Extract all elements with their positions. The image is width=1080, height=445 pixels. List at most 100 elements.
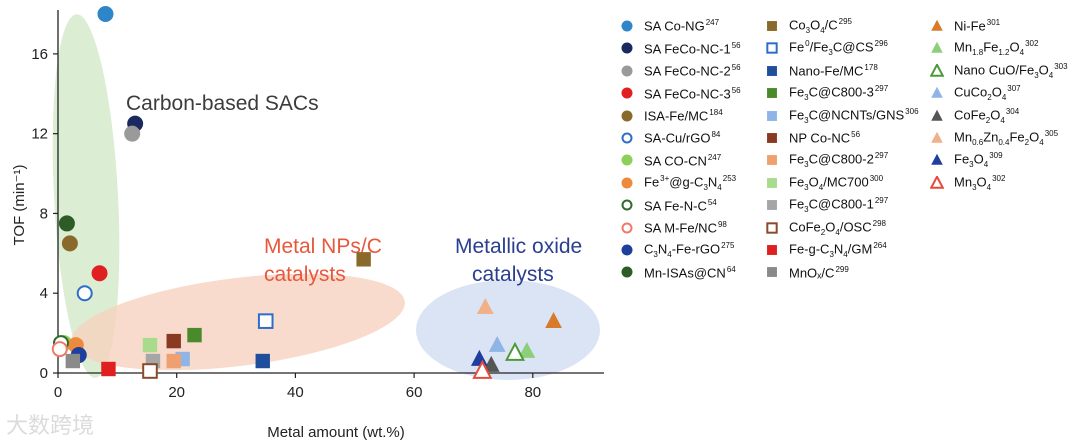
- legend-item: CuCo2O4307: [930, 82, 1021, 104]
- legend-marker-shape: [767, 177, 777, 188]
- legend-item: CoFe2O4/OSC298: [765, 217, 886, 239]
- legend-marker-shape: [621, 132, 633, 144]
- legend-marker-shape: [767, 21, 777, 31]
- data-point: [472, 359, 493, 379]
- legend-marker: [621, 87, 633, 99]
- legend-marker: [621, 222, 633, 234]
- legend-item: Mn0.6Zn0.4Fe2O4305: [930, 127, 1058, 149]
- legend-label: Fe3C@C800-3297: [789, 84, 889, 103]
- legend-item: C3N4-Fe-rGO275: [620, 239, 734, 261]
- group-label-metal-nps-2: catalysts: [264, 263, 346, 286]
- legend-marker: [766, 42, 778, 55]
- data-point: [257, 313, 274, 329]
- legend-item: Mn-ISAs@CN64: [620, 261, 736, 283]
- group-label-carbon: Carbon-based SACs: [126, 92, 319, 115]
- legend-label: MnOₓ/C299: [789, 264, 849, 281]
- legend-label: SA FeCo-NC-256: [644, 63, 741, 79]
- legend-marker-shape: [767, 65, 777, 76]
- legend-label: Fe3O4/MC700300: [789, 173, 884, 192]
- legend-marker: [767, 110, 777, 121]
- legend-label: SA Co-NG247: [644, 18, 720, 34]
- legend-marker-shape: [930, 175, 944, 189]
- legend-marker: [767, 133, 777, 143]
- data-point: [51, 341, 68, 358]
- legend-label: CoFe2O4/OSC298: [789, 218, 886, 237]
- y-tick-label: 0: [40, 365, 48, 382]
- watermark: 大数跨境: [6, 414, 95, 439]
- legend-item: CoFe2O4304: [930, 105, 1019, 127]
- legend-marker: [931, 154, 943, 166]
- data-point: [187, 327, 202, 343]
- legend-item: Fe3C@C800-3297: [765, 82, 888, 104]
- group-label-metal-nps-1: Metal NPs/C: [264, 235, 382, 258]
- legend-marker: [767, 177, 777, 188]
- legend-marker-shape: [930, 63, 944, 77]
- legend-item: Fe0/Fe3C@CS296: [765, 37, 888, 59]
- group-ellipse-carbon: [52, 14, 120, 378]
- legend-marker: [767, 88, 777, 99]
- legend-marker-shape: [767, 200, 777, 211]
- data-point: [142, 363, 158, 379]
- y-tick-label: 4: [40, 285, 48, 302]
- y-tick-label: 16: [31, 46, 48, 63]
- legend-marker-shape: [621, 266, 633, 278]
- data-point: [142, 337, 158, 353]
- legend-item: SA M-Fe/NC98: [620, 217, 727, 239]
- legend-label: SA CO-CN247: [644, 152, 722, 169]
- group-label-oxide-1: Metallic oxide: [455, 235, 582, 258]
- legend-label: Ni-Fe301: [954, 18, 1001, 34]
- legend-label: Fe3C@NCNTs/GNS306: [789, 106, 919, 125]
- x-tick-label: 40: [287, 384, 304, 401]
- legend-label: NP Co-NC56: [789, 130, 861, 146]
- data-point: [470, 349, 488, 366]
- legend-marker-shape: [621, 222, 633, 234]
- legend-marker-shape: [767, 88, 777, 99]
- legend-label: Nano-Fe/MC178: [789, 63, 878, 79]
- legend-marker: [767, 155, 777, 166]
- legend-marker: [621, 199, 633, 211]
- group-ellipse-oxide: [416, 280, 600, 380]
- legend-item: SA FeCo-NC-256: [620, 60, 741, 82]
- legend-marker: [767, 200, 777, 211]
- data-point: [545, 312, 562, 328]
- legend-item: Fe3C@NCNTs/GNS306: [765, 105, 919, 127]
- x-tick-label: 60: [406, 384, 423, 401]
- legend-marker: [621, 20, 633, 32]
- data-point: [58, 215, 75, 232]
- legend-label: Fe0/Fe3C@CS296: [789, 39, 888, 58]
- legend-item: SA-Cu/rGO84: [620, 127, 720, 149]
- legend-marker-shape: [931, 42, 943, 54]
- data-point: [101, 361, 116, 377]
- x-tick-label: 80: [524, 384, 541, 401]
- legend-label: SA-Cu/rGO84: [644, 130, 721, 146]
- legend-label: Nano CuO/Fe3O4303: [954, 61, 1068, 80]
- legend-marker: [621, 244, 633, 256]
- legend-label: Mn1.8Fe1.2O4302: [954, 39, 1039, 58]
- legend-marker: [766, 221, 778, 234]
- legend-marker-shape: [767, 133, 777, 143]
- legend-item: Nano-Fe/MC178: [765, 60, 878, 82]
- legend-marker: [931, 19, 943, 31]
- legend-label: SA FeCo-NC-156: [644, 40, 741, 57]
- legend-label: Fe3O4309: [954, 151, 1003, 170]
- legend-marker: [931, 109, 943, 121]
- legend-label: CuCo2O4307: [954, 84, 1021, 103]
- y-tick-label: 12: [31, 126, 48, 143]
- legend-item: MnOₓ/C299: [765, 261, 849, 283]
- legend-label: Mn3O4302: [954, 173, 1006, 192]
- legend-label: Fe-g-C3N4/GM264: [789, 241, 887, 259]
- legend-marker: [931, 42, 943, 54]
- legend-marker-shape: [931, 86, 943, 98]
- data-point: [124, 125, 141, 142]
- legend-marker-shape: [621, 87, 633, 99]
- legend-marker: [931, 131, 943, 143]
- legend-marker-shape: [767, 155, 777, 166]
- legend-marker-shape: [931, 131, 943, 143]
- legend-marker-shape: [621, 42, 633, 54]
- legend-marker: [621, 65, 633, 77]
- legend-item: SA FeCo-NC-156: [620, 37, 741, 59]
- legend-item: Nano CuO/Fe3O4303: [930, 60, 1068, 82]
- x-tick-label: 20: [168, 384, 185, 401]
- data-point: [488, 335, 506, 352]
